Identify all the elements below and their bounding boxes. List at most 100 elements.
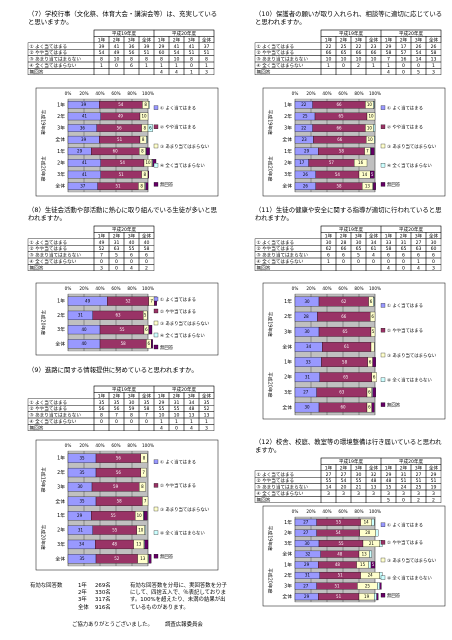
bar-segment — [373, 124, 376, 132]
legend-label: ④ 全く当てはまらない — [387, 377, 432, 384]
cell-value: 1 — [417, 259, 420, 265]
legend-label: ③ あまり当てはまらない — [160, 143, 210, 150]
grade-label: 3年 — [57, 171, 65, 178]
cell-value: 0 — [402, 497, 405, 503]
bar-label: 25 — [365, 583, 371, 588]
grade-label: 全体 — [282, 551, 292, 558]
grade-label: 2年 — [284, 313, 292, 320]
grade-header: 3年 — [188, 36, 196, 43]
table-cell — [365, 68, 382, 76]
cell-value: 4 — [387, 69, 390, 75]
cell-value: 66 — [326, 50, 332, 56]
cell-value: 49 — [99, 240, 105, 246]
grade-label: 1年 — [57, 101, 65, 108]
legend-swatch — [380, 143, 386, 149]
bar-segment — [370, 147, 375, 156]
cell-value: 51 — [144, 50, 150, 56]
row-label: 無回答 — [257, 68, 271, 75]
legend-label: ④ 全く当てはまらない — [160, 332, 205, 339]
cell-value: 8 — [205, 57, 208, 63]
grade-header: 全体 — [429, 464, 439, 471]
cell-value: 30 — [356, 472, 362, 478]
bar-label: 10 — [368, 114, 374, 119]
grade-label: 1年 — [57, 298, 65, 305]
bar-label: 10 — [138, 527, 144, 532]
bar-label: 27 — [303, 390, 309, 395]
legend-label: 無回答 — [160, 553, 174, 560]
grade-header: 2年 — [113, 392, 121, 399]
cell-value: 4 — [160, 69, 163, 75]
year-header: 平成20年度 — [112, 226, 137, 233]
cell-value: 4 — [417, 265, 420, 271]
bar-segment — [377, 582, 380, 590]
bar-label: 14 — [364, 520, 370, 525]
cell-value: 27 — [416, 472, 422, 478]
bar-label: 5 — [372, 329, 375, 334]
cell-value: 41 — [174, 44, 180, 50]
year-label: 平成20年度 — [267, 568, 274, 593]
table-cell — [198, 68, 215, 76]
bar-label: 24 — [368, 573, 374, 578]
cell-value: 13 — [371, 485, 377, 491]
cell-value: 29 — [159, 44, 165, 50]
cell-value: 27 — [341, 472, 347, 478]
bar-label: 15 — [360, 562, 366, 567]
row-label: ② やや当てはまる — [30, 245, 68, 252]
legend-label: 無回答 — [387, 181, 401, 188]
bar-label: 7 — [142, 470, 145, 475]
grade-header: 2年 — [400, 232, 408, 239]
cell-value: 0 — [115, 419, 118, 425]
cell-value: 0 — [130, 419, 133, 425]
cell-value: 51 — [401, 478, 407, 484]
cell-value: 63 — [114, 246, 120, 252]
bar-label: 28 — [304, 314, 310, 319]
bar-segment — [144, 525, 146, 535]
bar-label: 19 — [364, 594, 370, 599]
cell-value: 10 — [341, 57, 347, 63]
bar-label: 29 — [77, 513, 83, 518]
grade-label: 2年 — [284, 572, 292, 579]
bar-segment — [376, 593, 379, 601]
bar-segment — [148, 325, 153, 335]
bar-label: 6 — [148, 341, 151, 346]
bar-label: 5 — [371, 172, 374, 177]
legend-swatch — [380, 105, 386, 110]
row-label: ④ 全く当てはまらない — [257, 258, 304, 265]
cell-value: 39 — [144, 44, 150, 50]
bar-label: 37 — [80, 183, 86, 188]
cell-value: 2 — [432, 497, 435, 503]
table-cell — [123, 424, 140, 431]
bar-label: 66 — [336, 102, 342, 107]
cell-value: 10 — [159, 413, 165, 419]
cell-value: 59 — [129, 406, 135, 412]
bar-segment — [144, 539, 149, 550]
bar-segment — [146, 147, 150, 156]
cell-value: 13 — [431, 57, 437, 63]
cell-value: 1 — [327, 63, 330, 69]
year-header: 平成20年度 — [399, 30, 424, 37]
bar-segment — [147, 170, 149, 179]
cell-value: 8 — [130, 57, 133, 63]
cell-value: 7 — [387, 57, 390, 63]
row-label: 無回答 — [30, 424, 44, 431]
cell-value: 6 — [432, 253, 435, 259]
cell-value: 0 — [357, 259, 360, 265]
cell-value: 19 — [431, 485, 437, 491]
bar-segment — [379, 582, 382, 590]
cell-value: 6 — [342, 253, 345, 259]
bar-label: 34 — [79, 542, 85, 547]
cell-value: 0 — [100, 419, 103, 425]
bar-label: 8 — [144, 102, 147, 107]
cell-value: 4 — [387, 265, 390, 271]
bar-segment — [145, 182, 149, 190]
bar-segment — [146, 135, 148, 144]
cell-value: 0 — [145, 419, 148, 425]
row-label: ③ あまり当てはまらない — [30, 56, 82, 63]
bar-label: 58 — [336, 183, 342, 188]
bar-label: 51 — [117, 137, 123, 142]
bar-segment — [371, 372, 377, 383]
bar-label: 16 — [358, 160, 364, 165]
